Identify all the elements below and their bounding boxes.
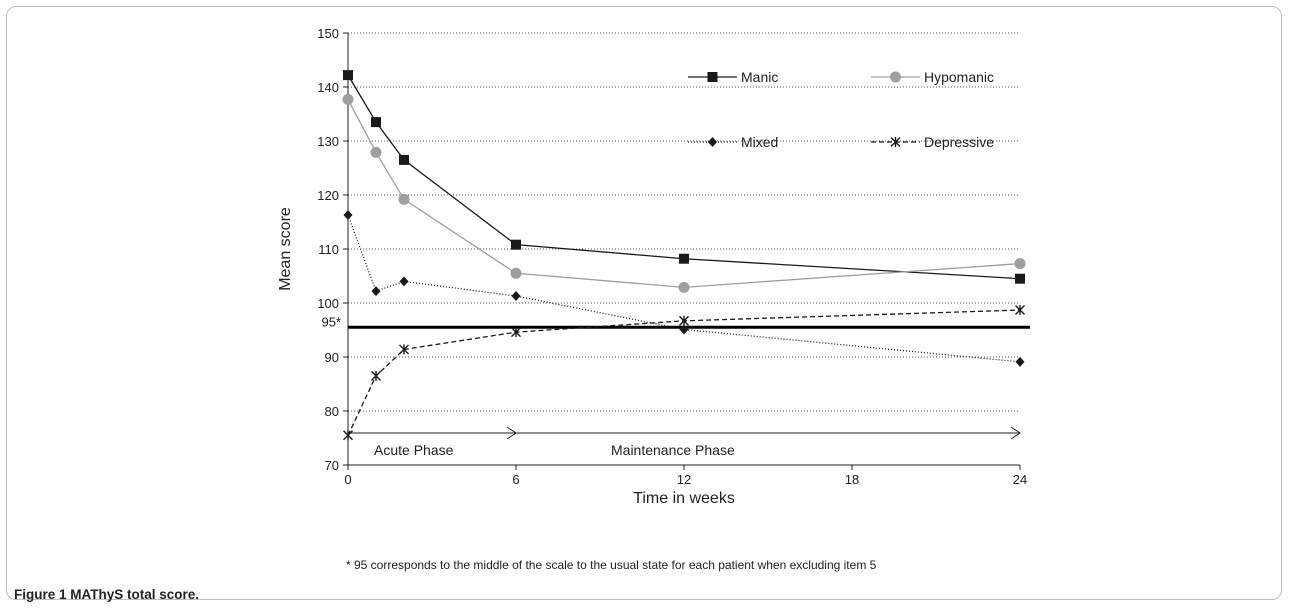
data-point-hypomanic bbox=[342, 93, 354, 105]
figure-frame bbox=[6, 6, 1282, 600]
legend-marker-depressive bbox=[890, 137, 901, 147]
y-tick-label: 70 bbox=[325, 458, 339, 473]
phase-arrowhead bbox=[1010, 426, 1021, 440]
data-point-depressive bbox=[399, 344, 409, 355]
data-point-manic bbox=[679, 253, 689, 264]
footnote: * 95 corresponds to the middle of the sc… bbox=[346, 558, 877, 572]
series-line-hypomanic bbox=[347, 99, 1021, 288]
data-point-manic bbox=[1015, 273, 1025, 284]
data-point-hypomanic bbox=[510, 267, 522, 279]
data-point-mixed bbox=[1015, 356, 1025, 367]
legend-label-mixed: Mixed bbox=[741, 134, 778, 150]
legend-marker-manic bbox=[707, 72, 718, 82]
data-point-depressive bbox=[679, 315, 689, 326]
data-point-depressive bbox=[371, 370, 381, 381]
data-point-hypomanic bbox=[1014, 258, 1026, 270]
x-tick-label: 6 bbox=[512, 472, 519, 487]
legend-marker-hypomanic bbox=[890, 71, 901, 83]
caption-title: MAThyS total score. bbox=[70, 587, 200, 602]
series-line-depressive bbox=[347, 309, 1021, 436]
y-tick-label: 140 bbox=[317, 80, 339, 95]
legend-marker-mixed bbox=[708, 137, 717, 147]
legend-label-depressive: Depressive bbox=[924, 134, 994, 150]
y-tick-label: 120 bbox=[317, 188, 339, 203]
y-tick-label: 90 bbox=[325, 350, 339, 365]
y-tick-label: 130 bbox=[317, 134, 339, 149]
figure-caption: Figure 1 MAThyS total score. bbox=[14, 587, 199, 602]
reference-line-label: 95* bbox=[321, 314, 341, 329]
data-point-depressive bbox=[343, 430, 353, 441]
x-tick-label: 24 bbox=[1013, 472, 1027, 487]
data-point-hypomanic bbox=[678, 281, 690, 293]
y-axis-label: Mean score bbox=[277, 207, 294, 291]
x-tick-label: 18 bbox=[845, 472, 859, 487]
data-point-manic bbox=[343, 70, 353, 81]
data-point-mixed bbox=[399, 276, 409, 287]
y-tick-label: 110 bbox=[318, 242, 339, 257]
data-point-hypomanic bbox=[398, 193, 410, 205]
legend-label-manic: Manic bbox=[741, 69, 778, 85]
data-point-mixed bbox=[679, 324, 689, 335]
data-point-mixed bbox=[371, 286, 381, 297]
x-axis-label: Time in weeks bbox=[633, 490, 735, 507]
y-tick-label: 100 bbox=[317, 296, 339, 311]
x-tick-label: 12 bbox=[677, 472, 691, 487]
y-tick-label: 80 bbox=[325, 404, 339, 419]
series-line-manic bbox=[347, 74, 1021, 280]
data-point-mixed bbox=[343, 209, 353, 220]
legend-label-hypomanic: Hypomanic bbox=[924, 69, 994, 85]
data-point-manic bbox=[399, 154, 409, 165]
caption-label: Figure 1 bbox=[14, 587, 67, 602]
data-point-mixed bbox=[511, 290, 521, 301]
data-point-depressive bbox=[1015, 305, 1025, 316]
phase-label-acute: Acute Phase bbox=[374, 442, 454, 458]
data-point-hypomanic bbox=[370, 146, 382, 158]
data-point-depressive bbox=[511, 327, 521, 338]
data-point-manic bbox=[511, 239, 521, 250]
line-chart: 70 80 90 100 110 120 130 140 150 0 6 12 18 24 Time in … bbox=[277, 26, 1030, 507]
y-tick-label: 150 bbox=[317, 26, 339, 41]
x-tick-label: 0 bbox=[344, 472, 351, 487]
phase-label-maintenance: Maintenance Phase bbox=[611, 442, 735, 458]
data-point-manic bbox=[371, 117, 381, 128]
